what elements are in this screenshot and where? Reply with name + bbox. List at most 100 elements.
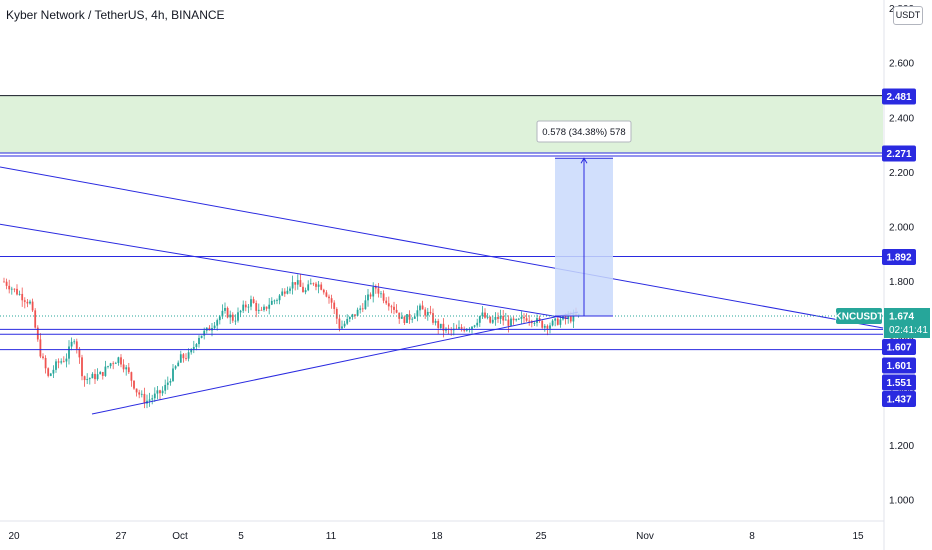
candle-body — [185, 358, 187, 359]
candle-body — [549, 325, 551, 329]
price-level-label: 1.892 — [886, 253, 911, 264]
candle-body — [226, 307, 229, 318]
candle-body — [177, 362, 180, 367]
candle-body — [198, 337, 200, 345]
candle-body — [335, 308, 338, 319]
candle-body — [242, 304, 245, 311]
candle-body — [122, 364, 125, 370]
candle-body — [143, 393, 146, 404]
candle-body — [411, 318, 414, 320]
last-price-value: 1.674 — [889, 311, 914, 322]
chart-grid — [0, 0, 885, 550]
time-tick-label: 18 — [431, 531, 443, 542]
candle-body — [499, 315, 502, 319]
candle-body — [424, 309, 427, 316]
candle-body — [268, 304, 271, 309]
candle-body — [213, 325, 216, 329]
candle-body — [49, 373, 52, 376]
candle-body — [276, 300, 278, 301]
candle-body — [491, 319, 494, 323]
candle-body — [68, 346, 70, 359]
candle-body — [34, 310, 37, 328]
candle-body — [29, 301, 31, 304]
drawn-lines — [0, 152, 884, 415]
price-level-label-bg — [882, 145, 916, 162]
candle-body — [343, 323, 346, 327]
candle-body — [330, 298, 333, 303]
candle-body — [260, 309, 263, 311]
candle-body — [351, 314, 354, 317]
candles — [3, 273, 580, 409]
candle-body — [21, 293, 24, 301]
candle-body — [195, 344, 198, 347]
candle-body — [413, 316, 416, 319]
price-level-label: 2.481 — [886, 92, 911, 103]
time-tick-label: 20 — [8, 531, 20, 542]
descending-trendline-inner — [0, 223, 569, 319]
candle-body — [91, 373, 94, 379]
candle-body — [221, 310, 224, 317]
candle-body — [478, 316, 481, 323]
candle-body — [281, 291, 284, 296]
price-axis: 1.0001.2001.4001.6001.8002.0002.2002.400… — [835, 4, 930, 507]
candle-body — [442, 323, 445, 331]
candle-body — [55, 361, 57, 370]
currency-unit-button[interactable]: USDT — [893, 6, 923, 25]
candle-body — [107, 366, 109, 367]
price-level-label-bg — [882, 391, 916, 407]
candle-body — [286, 290, 289, 294]
candle-body — [400, 316, 403, 319]
candle-body — [138, 392, 141, 395]
candle-body — [270, 300, 273, 305]
candle-body — [307, 284, 310, 291]
price-tick-label: 1.800 — [889, 277, 914, 288]
candle-body — [148, 399, 151, 401]
time-tick-label: 25 — [535, 531, 547, 542]
candle-body — [406, 314, 408, 323]
zones — [0, 95, 883, 154]
candle-body — [432, 313, 434, 323]
candle-body — [252, 299, 255, 304]
candle-body — [481, 312, 484, 317]
price-level-label: 1.607 — [886, 343, 911, 354]
candle-body — [18, 293, 21, 295]
price-tick-label: 2.000 — [889, 223, 914, 234]
candle-body — [559, 319, 562, 325]
candle-body — [419, 305, 421, 311]
candle-body — [255, 303, 258, 311]
candle-body — [393, 306, 395, 310]
candle-body — [387, 303, 390, 307]
candle-body — [65, 358, 68, 362]
candle-body — [159, 390, 161, 394]
candle-body — [125, 367, 128, 370]
measure-label: 0.578 (34.38%) 578 — [542, 127, 625, 138]
candle-body — [315, 283, 317, 287]
candle-body — [231, 314, 234, 321]
candle-body — [517, 318, 520, 320]
candle-body — [135, 388, 138, 393]
candle-body — [421, 305, 424, 310]
candle-body — [569, 316, 572, 322]
candle-body — [140, 393, 143, 395]
candle-body — [151, 398, 154, 400]
candle-body — [39, 339, 42, 357]
candle-body — [497, 316, 499, 319]
candle-body — [554, 318, 557, 321]
price-level-label-bg — [882, 357, 916, 374]
candle-body — [81, 357, 83, 377]
candle-body — [44, 357, 47, 369]
candle-body — [257, 309, 260, 311]
candle-body — [104, 366, 107, 376]
candle-body — [489, 316, 492, 323]
time-tick-label: Oct — [172, 531, 188, 542]
candle-body — [359, 308, 362, 310]
candle-body — [229, 314, 232, 318]
candle-body — [289, 288, 291, 291]
candle-body — [78, 348, 81, 358]
candle-body — [133, 380, 135, 389]
candle-body — [494, 316, 497, 320]
candle-body — [338, 318, 341, 329]
candle-body — [556, 318, 559, 325]
candle-body — [369, 294, 372, 297]
